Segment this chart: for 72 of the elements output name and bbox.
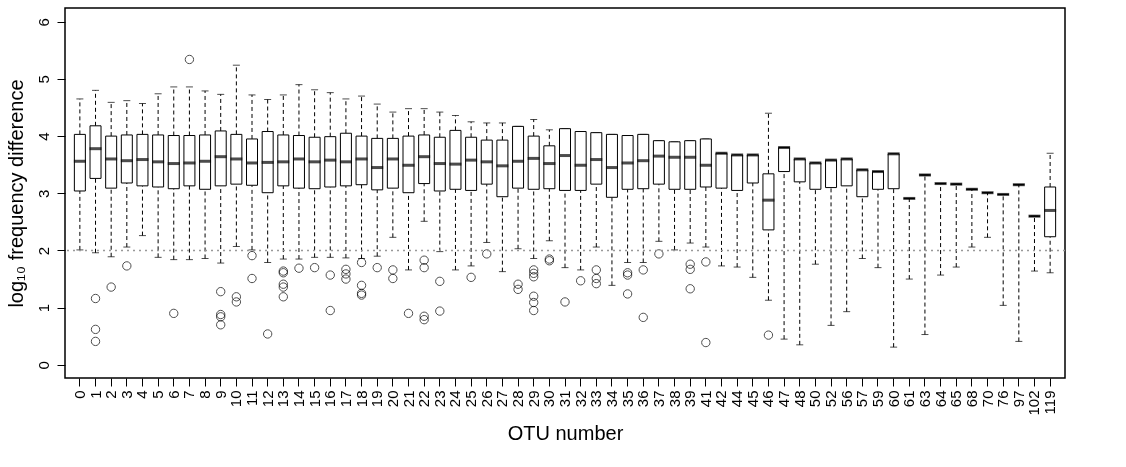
x-tick-label: 50 [806, 390, 824, 408]
x-tick-label: 0 [70, 390, 88, 399]
x-tick-label: 70 [978, 390, 996, 408]
x-tick-label: 19 [368, 390, 386, 408]
x-tick-label: 18 [352, 390, 370, 408]
x-tick-label: 119 [1041, 390, 1059, 415]
x-tick-label: 9 [211, 390, 229, 399]
x-tick-label: 37 [649, 390, 667, 408]
x-tick-label: 27 [493, 390, 511, 408]
x-tick-label: 60 [884, 390, 902, 408]
x-tick-label: 44 [728, 390, 746, 408]
x-tick-label: 25 [462, 390, 480, 408]
y-tick-label: 0 [34, 361, 52, 370]
x-tick-label: 8 [196, 390, 214, 399]
y-tick-label: 1 [34, 303, 52, 313]
x-tick-label: 24 [446, 390, 464, 408]
x-tick-label: 23 [430, 390, 448, 408]
x-tick-label: 16 [321, 390, 339, 408]
x-tick-label: 13 [274, 390, 292, 408]
y-tick-label: 5 [34, 75, 52, 84]
x-tick-label: 14 [289, 390, 307, 408]
x-tick-label: 7 [180, 390, 198, 399]
x-tick-label: 12 [258, 390, 276, 408]
x-tick-label: 22 [415, 390, 433, 408]
x-tick-label: 57 [853, 390, 871, 408]
x-tick-label: 41 [696, 390, 714, 408]
x-tick-label: 42 [712, 390, 730, 408]
x-tick-label: 45 [743, 390, 761, 408]
x-tick-label: 68 [962, 390, 980, 408]
x-tick-label: 35 [618, 390, 636, 408]
x-tick-label: 5 [149, 390, 167, 399]
x-tick-label: 102 [1025, 390, 1043, 416]
y-tick-label: 2 [34, 246, 52, 256]
x-tick-label: 34 [602, 390, 620, 408]
x-tick-label: 21 [399, 390, 417, 408]
x-tick-label: 3 [117, 390, 135, 399]
x-tick-label: 20 [383, 390, 401, 408]
x-axis-title: OTU number [507, 421, 624, 444]
x-tick-label: 46 [759, 390, 777, 408]
x-tick-label: 17 [336, 390, 354, 408]
x-tick-label: 56 [837, 390, 855, 408]
x-tick-label: 36 [634, 390, 652, 408]
x-tick-label: 47 [775, 390, 793, 408]
x-tick-label: 2 [102, 390, 120, 399]
x-tick-label: 32 [571, 390, 589, 408]
x-tick-label: 4 [133, 390, 151, 399]
x-tick-label: 59 [868, 390, 886, 408]
x-tick-label: 33 [587, 390, 605, 408]
x-tick-label: 61 [900, 390, 918, 408]
x-tick-label: 63 [915, 390, 933, 408]
x-tick-label: 52 [822, 390, 840, 408]
x-tick-label: 97 [1009, 390, 1027, 408]
x-tick-label: 48 [790, 390, 808, 408]
y-tick-label: 6 [34, 18, 52, 27]
x-tick-label: 76 [994, 390, 1012, 408]
x-tick-label: 31 [556, 390, 573, 408]
y-tick-label: 3 [34, 189, 52, 198]
x-tick-label: 11 [243, 390, 261, 407]
x-tick-label: 38 [665, 390, 683, 408]
x-tick-label: 64 [931, 390, 949, 408]
x-tick-label: 65 [947, 390, 965, 408]
y-axis-title: log₁₀ frequency difference [4, 79, 27, 308]
x-tick-label: 1 [86, 390, 104, 399]
x-tick-label: 28 [509, 390, 527, 408]
x-tick-label: 26 [477, 390, 495, 408]
x-tick-label: 30 [540, 390, 558, 408]
x-tick-label: 6 [164, 390, 182, 399]
x-tick-label: 39 [681, 390, 699, 408]
x-tick-label: 29 [524, 390, 542, 408]
x-tick-label: 10 [227, 390, 245, 408]
y-tick-label: 4 [34, 132, 52, 141]
x-tick-label: 15 [305, 390, 323, 408]
